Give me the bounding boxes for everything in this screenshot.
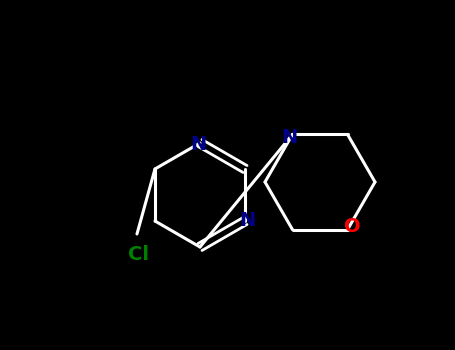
Text: N: N	[239, 211, 255, 231]
Text: N: N	[190, 135, 206, 154]
Text: Cl: Cl	[128, 245, 149, 264]
Text: N: N	[281, 128, 298, 147]
Text: O: O	[344, 217, 361, 236]
